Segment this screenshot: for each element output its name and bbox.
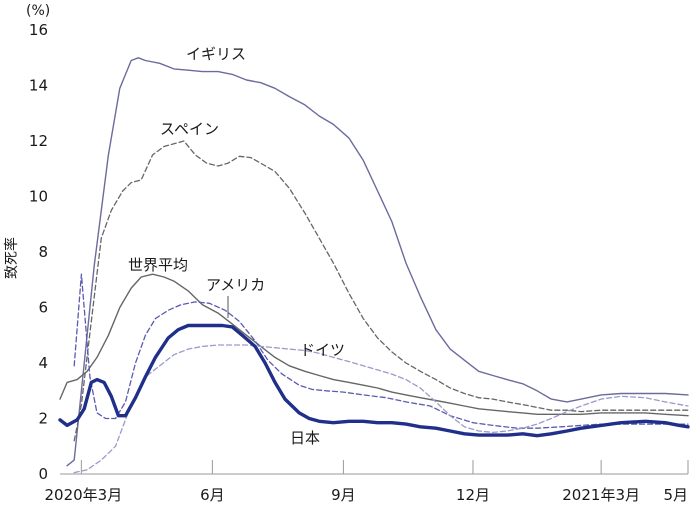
series-line-2 bbox=[59, 273, 689, 417]
x-tick-label: 6月 bbox=[200, 486, 225, 504]
y-tick-label: 0 bbox=[38, 465, 48, 483]
series-line-5 bbox=[58, 323, 690, 438]
axes: (%) 致死率 0 2 4 6 8 10 12 14 16 2020年3月 6月 9月 12月 2021年3月… bbox=[3, 3, 689, 504]
y-tick-label: 12 bbox=[29, 132, 48, 150]
series-label-3: アメリカ bbox=[206, 276, 265, 294]
series-line-0 bbox=[66, 57, 689, 467]
x-tick-label: 2020年3月 bbox=[45, 486, 123, 504]
series-label-1: スペイン bbox=[160, 120, 219, 138]
x-tick-label: 2021年3月 bbox=[562, 486, 640, 504]
x-tick-label: 12月 bbox=[456, 486, 490, 504]
y-unit-label: (%) bbox=[26, 3, 50, 19]
series-line-4 bbox=[73, 344, 689, 474]
series-label-2: 世界平均 bbox=[128, 256, 188, 274]
y-tick-label: 8 bbox=[38, 243, 48, 261]
x-tick-label: 9月 bbox=[331, 486, 356, 504]
y-axis-title: 致死率 bbox=[3, 237, 20, 279]
series-label-0: イギリス bbox=[186, 45, 246, 63]
y-tick-label: 4 bbox=[38, 354, 48, 372]
series-label-5: 日本 bbox=[290, 429, 320, 447]
x-tick-label: 5月 bbox=[663, 486, 688, 504]
y-tick-label: 16 bbox=[29, 21, 48, 39]
y-tick-label: 2 bbox=[38, 410, 48, 428]
series-line-1 bbox=[73, 140, 689, 442]
y-tick-label: 14 bbox=[29, 77, 48, 95]
series-label-4: ドイツ bbox=[300, 341, 345, 359]
y-tick-label: 6 bbox=[38, 299, 48, 317]
series-line-3 bbox=[73, 273, 689, 429]
series-layer bbox=[58, 57, 690, 474]
y-tick-label: 10 bbox=[29, 188, 48, 206]
